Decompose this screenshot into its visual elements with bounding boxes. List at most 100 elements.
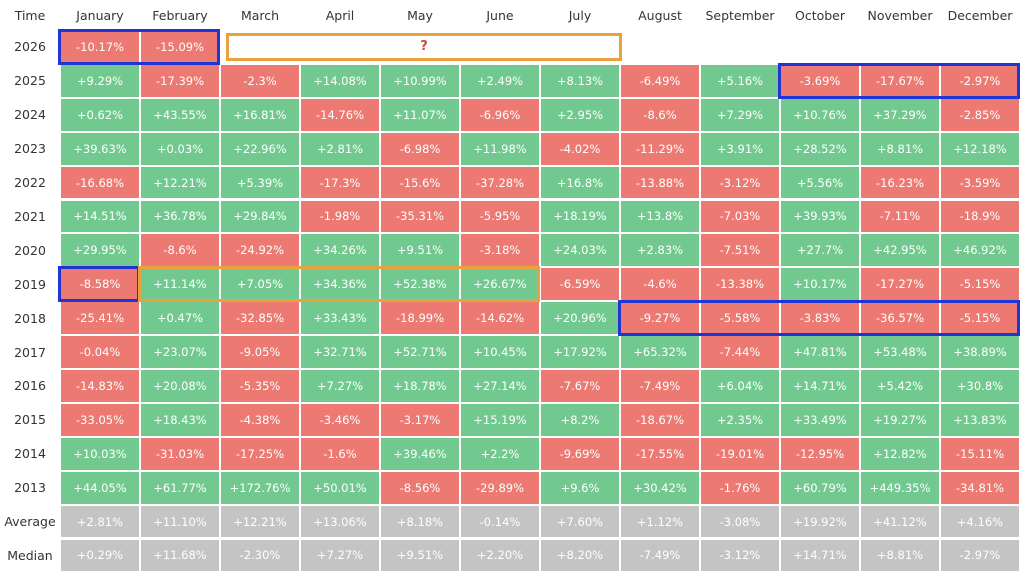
return-cell: +3.91%	[700, 131, 780, 166]
summary-cell: +41.12%	[860, 504, 940, 539]
column-header: June	[486, 7, 514, 23]
return-cell: -6.98%	[380, 131, 460, 166]
return-cell: +8.2%	[540, 402, 620, 437]
row-label: Median	[7, 547, 53, 563]
summary-cell: +11.10%	[140, 504, 220, 539]
return-cell: +36.78%	[140, 199, 220, 234]
summary-cell: +7.27%	[300, 538, 380, 573]
return-cell: +13.8%	[620, 199, 700, 234]
return-cell: +18.19%	[540, 199, 620, 234]
column-header: December	[947, 7, 1013, 23]
return-cell: +12.82%	[860, 436, 940, 471]
return-cell: +34.36%	[300, 267, 380, 302]
return-cell: -15.09%	[140, 30, 220, 64]
return-cell: -1.98%	[300, 199, 380, 234]
return-cell: +46.92%	[940, 233, 1020, 268]
return-cell: -4.02%	[540, 131, 620, 166]
return-cell: -2.3%	[220, 63, 300, 98]
return-cell: +0.03%	[140, 131, 220, 166]
return-cell: -0.04%	[60, 335, 140, 369]
return-cell: +12.18%	[940, 131, 1020, 166]
return-cell: +33.43%	[300, 301, 380, 336]
return-cell: -7.49%	[620, 369, 700, 403]
column-header: July	[568, 7, 592, 23]
return-cell: +65.32%	[620, 335, 700, 369]
return-cell: -35.31%	[380, 199, 460, 234]
return-cell: +14.51%	[60, 199, 140, 234]
return-cell: -7.44%	[700, 335, 780, 369]
summary-cell: +8.18%	[380, 504, 460, 539]
return-cell: +10.99%	[380, 63, 460, 98]
return-cell: +12.21%	[140, 165, 220, 200]
return-cell: +60.79%	[780, 470, 860, 505]
return-cell: -5.35%	[220, 369, 300, 403]
return-cell: +0.62%	[60, 97, 140, 132]
return-cell: -29.89%	[460, 470, 540, 505]
return-cell: +16.81%	[220, 97, 300, 132]
summary-cell: +4.16%	[940, 504, 1020, 539]
return-cell: -3.59%	[940, 165, 1020, 200]
row-label: 2022	[14, 175, 46, 191]
summary-cell: +8.81%	[860, 538, 940, 573]
return-cell: -9.05%	[220, 335, 300, 369]
column-header: March	[240, 7, 280, 23]
return-cell: +61.77%	[140, 470, 220, 505]
return-cell: +18.78%	[380, 369, 460, 403]
return-cell: +10.03%	[60, 436, 140, 471]
return-cell: -5.15%	[940, 267, 1020, 302]
return-cell: +5.39%	[220, 165, 300, 200]
return-cell: +44.05%	[60, 470, 140, 505]
summary-cell: +9.51%	[380, 538, 460, 573]
row-label: 2016	[14, 378, 46, 394]
summary-cell: +8.20%	[540, 538, 620, 573]
return-cell: -3.46%	[300, 402, 380, 437]
return-cell: +449.35%	[860, 470, 940, 505]
return-cell: +27.7%	[780, 233, 860, 268]
return-cell: +52.38%	[380, 267, 460, 302]
return-cell: -7.67%	[540, 369, 620, 403]
return-cell: -8.6%	[620, 97, 700, 132]
return-cell: +8.13%	[540, 63, 620, 98]
column-header: May	[407, 7, 433, 23]
summary-cell: -7.49%	[620, 538, 700, 573]
return-cell: -16.68%	[60, 165, 140, 200]
column-header: April	[325, 7, 355, 23]
return-cell: -6.96%	[460, 97, 540, 132]
return-cell: -24.92%	[220, 233, 300, 268]
column-header: February	[152, 7, 208, 23]
return-cell: +2.49%	[460, 63, 540, 98]
return-cell: +27.14%	[460, 369, 540, 403]
return-cell: +9.6%	[540, 470, 620, 505]
return-cell: +20.96%	[540, 301, 620, 336]
return-cell: +22.96%	[220, 131, 300, 166]
return-cell: +50.01%	[300, 470, 380, 505]
return-cell: +38.89%	[940, 335, 1020, 369]
return-cell: +13.83%	[940, 402, 1020, 437]
return-cell: +16.8%	[540, 165, 620, 200]
row-label: 2020	[14, 242, 46, 258]
return-cell: -7.11%	[860, 199, 940, 234]
return-cell: -15.11%	[940, 436, 1020, 471]
return-cell: +14.71%	[780, 369, 860, 403]
return-cell: -31.03%	[140, 436, 220, 471]
return-cell: +47.81%	[780, 335, 860, 369]
return-cell: -8.58%	[60, 267, 140, 302]
column-header: November	[867, 7, 933, 23]
return-cell: -8.6%	[140, 233, 220, 268]
return-cell: +172.76%	[220, 470, 300, 505]
summary-cell: -0.14%	[460, 504, 540, 539]
return-cell: -2.85%	[940, 97, 1020, 132]
summary-cell: -3.12%	[700, 538, 780, 573]
return-cell: -3.12%	[700, 165, 780, 200]
return-cell: -17.39%	[140, 63, 220, 98]
return-cell: +5.56%	[780, 165, 860, 200]
return-cell: -33.05%	[60, 402, 140, 437]
return-cell: +32.71%	[300, 335, 380, 369]
return-cell: -18.9%	[940, 199, 1020, 234]
return-cell: -1.6%	[300, 436, 380, 471]
return-cell: -16.23%	[860, 165, 940, 200]
return-cell: -18.99%	[380, 301, 460, 336]
return-cell: +8.81%	[860, 131, 940, 166]
